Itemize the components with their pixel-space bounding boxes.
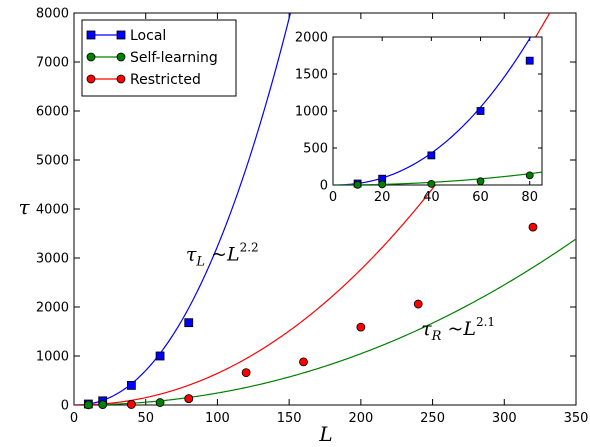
main-point-self-learning (155, 398, 165, 407)
annotation-symbol: τ (421, 318, 432, 340)
inset-plot: 0 20 40 60 80 0 500 1000 1500 2000 (295, 31, 543, 205)
legend-item-self-learning: Self-learning (86, 50, 218, 66)
legend-label: Local (130, 28, 166, 44)
main-y-tick-label: 1000 (36, 350, 69, 365)
inset-fit-curve-self-learning (333, 171, 542, 185)
legend-marker (116, 74, 126, 84)
main-markers (83, 222, 538, 410)
legend-marker (116, 30, 126, 40)
annotation-exponent: 2.2 (240, 240, 259, 254)
annotations: τL ~L2.2τR ~L2.1 (186, 240, 495, 343)
inset-y-tick-label: 1000 (295, 105, 328, 120)
annotation-symbol: τ (186, 243, 197, 265)
annotation-exponent: 2.1 (476, 315, 495, 329)
inset-point-local (525, 56, 534, 65)
inset-point-self-learning (427, 179, 436, 188)
inset-y-tick-label: 0 (320, 179, 328, 194)
main-point-local (184, 318, 194, 328)
main-y-tick-label: 2000 (36, 301, 69, 316)
annotation-subscript: R (431, 329, 442, 344)
inset-point-local (476, 107, 485, 115)
legend-label: Self-learning (130, 50, 218, 66)
main-x-tick-label: 250 (420, 411, 445, 426)
inset-point-self-learning (378, 180, 387, 189)
inset-frame (332, 36, 543, 186)
main-x-tick-label: 350 (564, 411, 589, 426)
inset-x-tick-label: 0 (329, 190, 337, 205)
inset-x-tick-label: 60 (472, 190, 489, 205)
inset-x-tick-label: 80 (521, 190, 538, 205)
inset-fit-curves (333, 37, 542, 185)
main-y-tick-label: 3000 (36, 252, 69, 267)
inset-y-tick-label: 1500 (295, 68, 328, 83)
legend: Local Self-learning Restricted (81, 19, 237, 97)
inset-y-tick-label: 500 (303, 142, 328, 157)
main-point-restricted (299, 357, 308, 367)
x-axis-title: L (318, 422, 332, 446)
main-y-tick-label: 0 (61, 399, 69, 414)
main-x-tick-label: 50 (137, 411, 154, 426)
scaling-annotation: τR ~L2.1 (421, 315, 495, 344)
legend-box (81, 19, 237, 97)
main-x-tick-label: 300 (492, 411, 517, 426)
inset-point-self-learning (525, 171, 534, 180)
legend-label: Restricted (130, 72, 201, 88)
main-y-tick-label: 6000 (36, 105, 69, 120)
main-point-restricted (413, 299, 423, 309)
inset-point-local (427, 151, 436, 160)
legend-item-restricted: Restricted (86, 72, 201, 88)
legend-item-local: Local (86, 28, 166, 44)
legend-marker (86, 30, 96, 40)
legend-marker (86, 74, 96, 84)
main-x-tick-label: 0 (70, 411, 78, 426)
main-point-restricted (126, 400, 136, 409)
main-x-tick-label: 150 (277, 411, 302, 426)
main-y-tick-label: 7000 (36, 56, 69, 71)
main-point-restricted (528, 222, 538, 232)
inset-fit-curve-local (333, 37, 532, 185)
main-point-self-learning (83, 400, 93, 410)
main-x-tick-label: 100 (205, 411, 230, 426)
main-point-restricted (184, 394, 194, 404)
main-x-tick-label: 200 (348, 411, 373, 426)
main-point-self-learning (98, 400, 108, 410)
y-axis-title: τ (18, 195, 30, 219)
annotation-subscript: L (195, 254, 205, 269)
inset-y-tick-label: 2000 (295, 31, 328, 46)
inset-point-self-learning (353, 180, 362, 189)
scaling-annotation: τL ~L2.2 (186, 240, 259, 269)
main-point-restricted (241, 368, 251, 378)
legend-marker (86, 52, 96, 62)
main-y-tick-label: 5000 (36, 154, 69, 169)
annotation-relation: ~L (441, 318, 476, 340)
main-point-restricted (356, 322, 366, 332)
main-y-tick-label: 8000 (36, 7, 69, 22)
annotation-relation: ~L (205, 243, 240, 265)
main-point-local (155, 351, 165, 361)
main-y-tick-label: 4000 (36, 203, 69, 218)
main-point-local (126, 380, 136, 390)
inset-x-tick-label: 20 (374, 190, 391, 205)
inset-markers (353, 56, 534, 189)
inset-x-tick-label: 40 (423, 190, 440, 205)
inset-point-self-learning (476, 177, 485, 186)
legend-marker (116, 52, 126, 62)
